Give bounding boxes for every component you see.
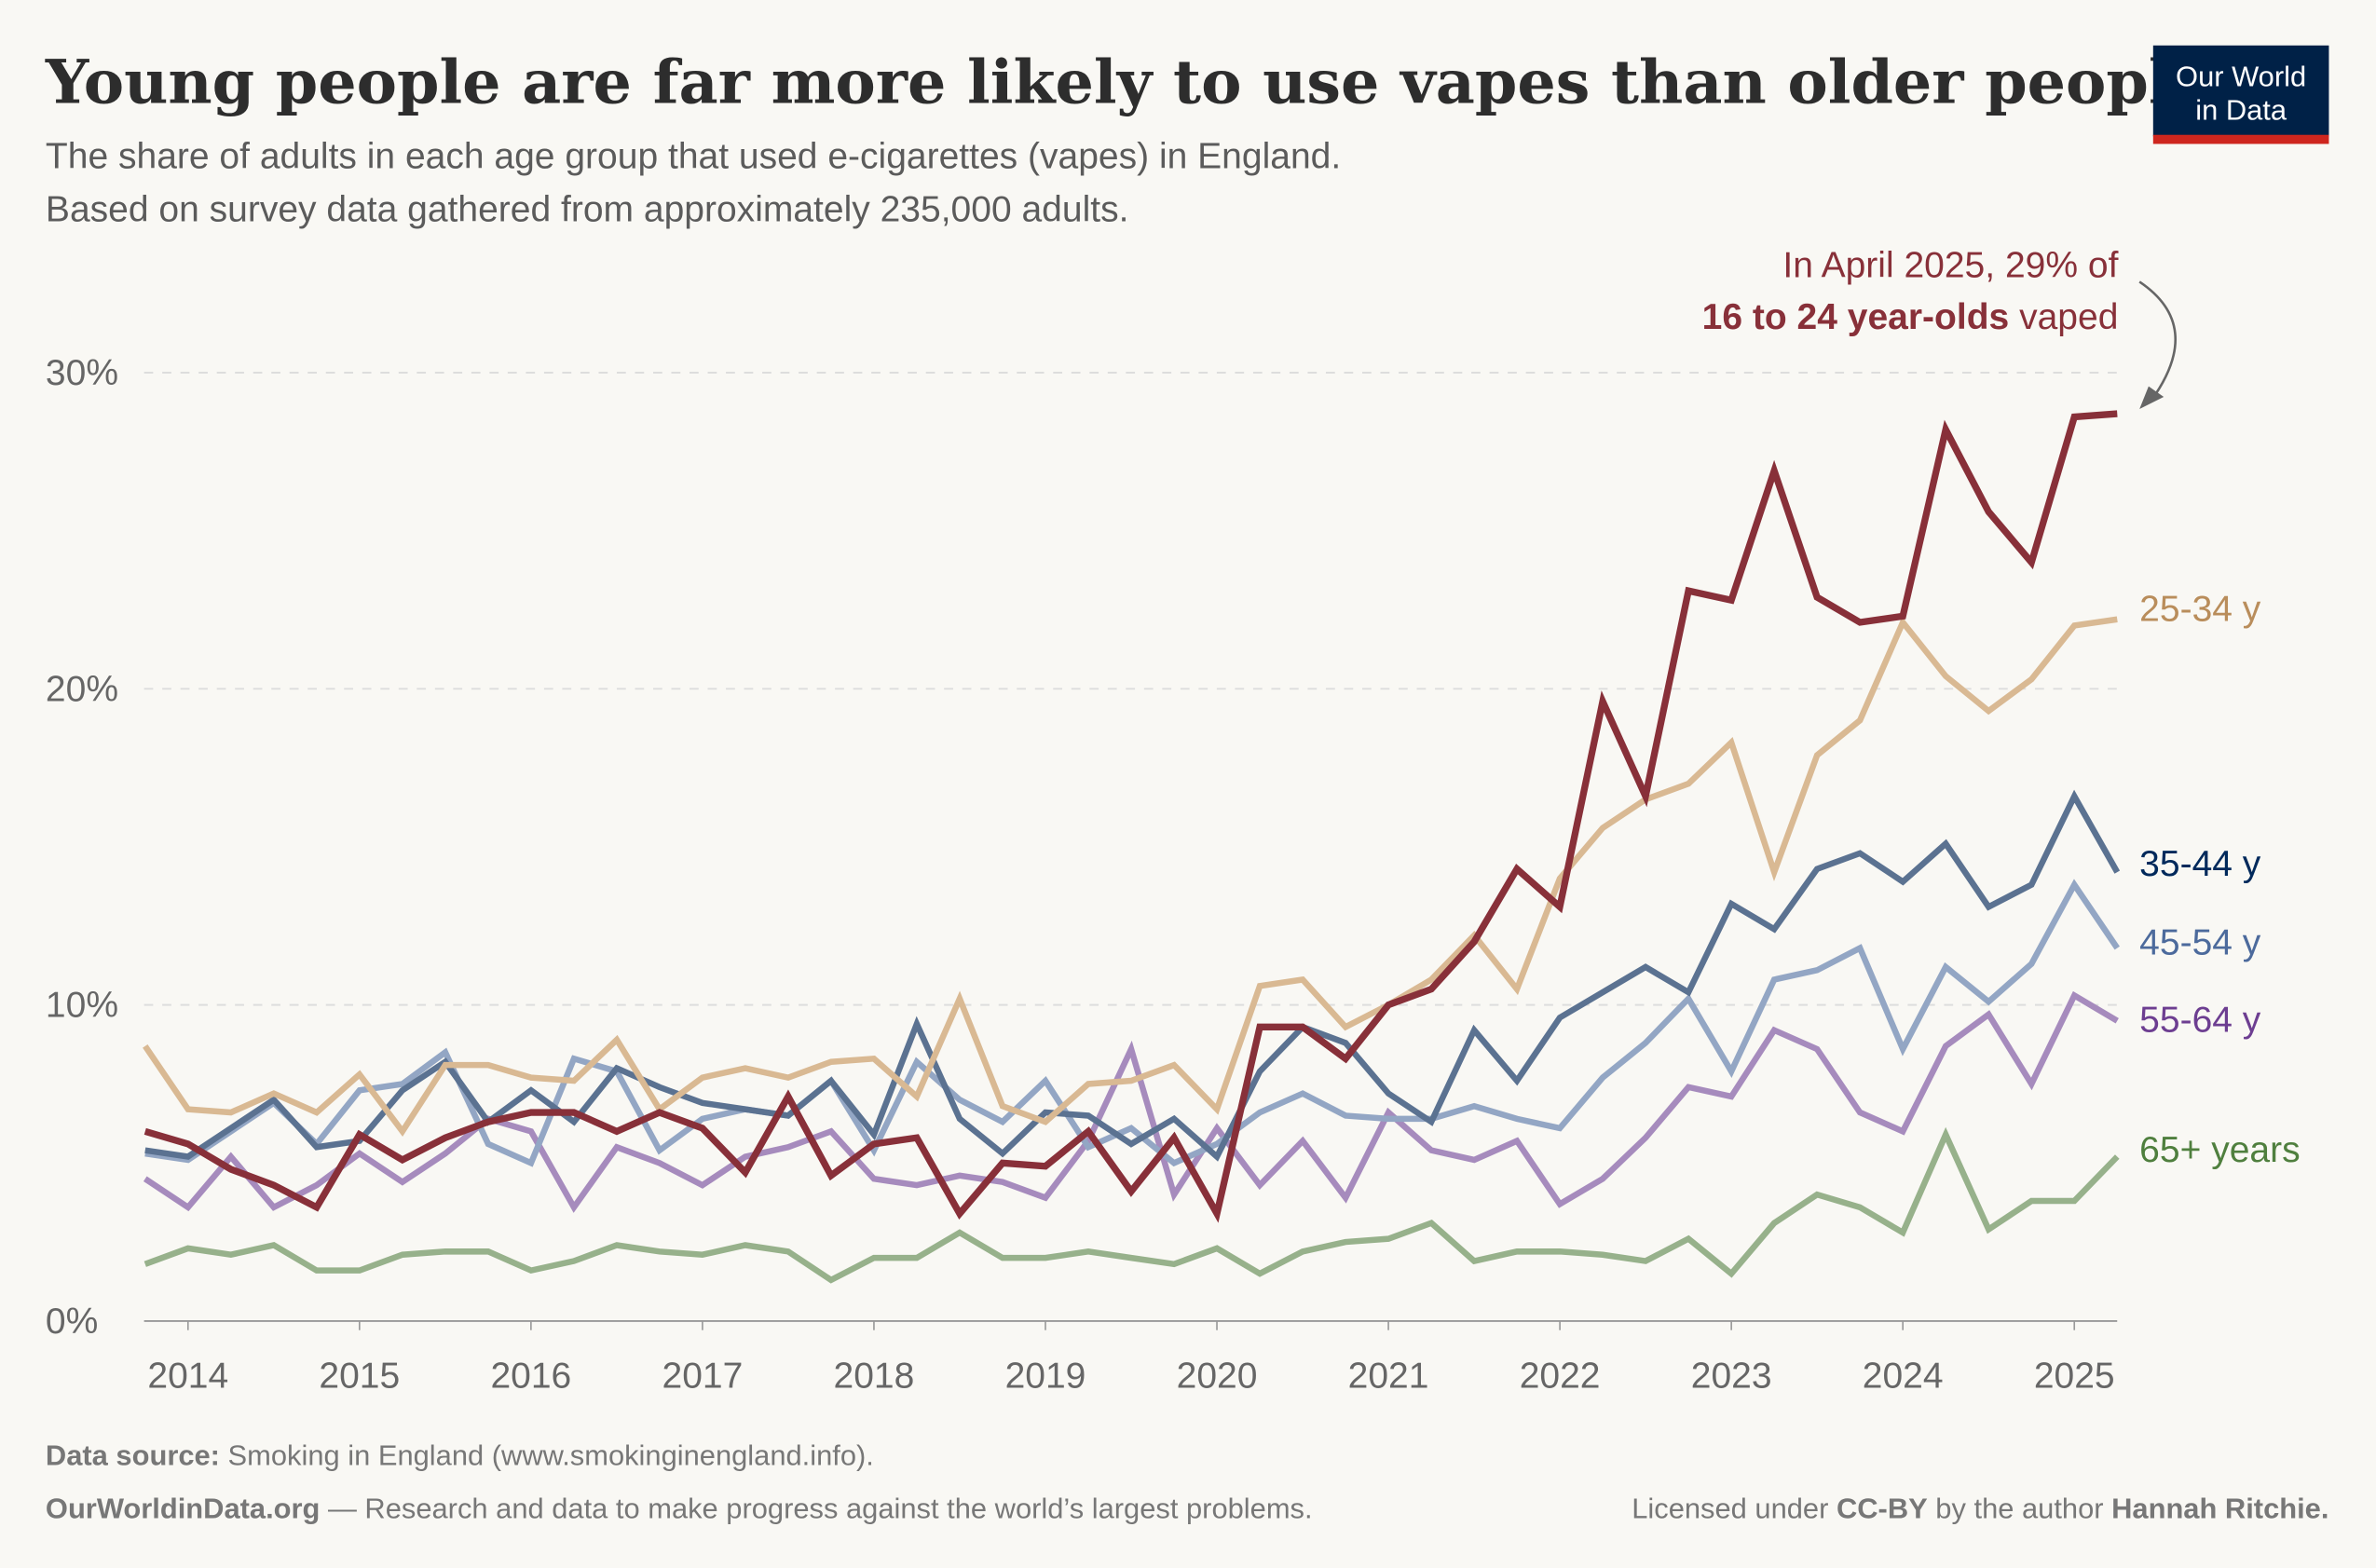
license-link[interactable]: CC-BY	[1837, 1492, 1928, 1524]
author: Hannah Ritchie.	[2111, 1492, 2328, 1524]
license-pre: Licensed under	[1632, 1492, 1837, 1524]
annotation: In April 2025, 29% of 16 to 24 year-olds…	[1702, 246, 2178, 410]
series-label: 25-34 y	[2139, 590, 2261, 630]
owid-link[interactable]: OurWorldinData.org	[46, 1492, 320, 1524]
owid-logo[interactable]: Our World in Data	[2152, 45, 2329, 144]
series-line-16-to-24-year-olds	[143, 410, 2118, 1223]
x-tick-label: 2020	[1177, 1356, 1258, 1396]
series-label: 45-54 y	[2139, 922, 2261, 962]
chart-title: Young people are far more likely to use …	[45, 48, 2210, 118]
x-tick-label: 2024	[1863, 1356, 1944, 1396]
x-tick-label: 2021	[1348, 1356, 1429, 1396]
series-labels: 65+ years 55-64 y 45-54 y 35-44 y 25-34 y	[2139, 590, 2300, 1171]
logo-line1: Our World	[2176, 61, 2306, 93]
x-tick-label: 2019	[1005, 1356, 1086, 1396]
annotation-bold: 16 to 24 year-olds	[1702, 297, 2010, 337]
annotation-line2: 16 to 24 year-olds vaped	[1702, 297, 2119, 337]
license-mid: by the author	[1928, 1492, 2111, 1524]
y-tick-label: 10%	[46, 986, 118, 1026]
owid-text: — Research and data to make progress aga…	[320, 1492, 1312, 1524]
y-tick-label: 0%	[46, 1302, 98, 1342]
x-tick-label: 2023	[1691, 1356, 1772, 1396]
data-source: Data source: Smoking in England (www.smo…	[46, 1438, 874, 1471]
x-tick-label: 2014	[147, 1356, 228, 1396]
owid-tagline: OurWorldinData.org — Research and data t…	[46, 1492, 1313, 1524]
x-tick-label: 2018	[834, 1356, 915, 1396]
grid: 0% 10% 20% 30%	[46, 353, 2118, 1342]
series-line-45-54-y	[144, 879, 2120, 1167]
annotation-line1: In April 2025, 29% of	[1782, 246, 2118, 286]
x-axis: 2014 2015 2016 2017 2018 2019 2020 2021 2022 2023…	[143, 1319, 2118, 1396]
x-tick-label: 2015	[319, 1356, 400, 1396]
x-tick-label: 2022	[1520, 1356, 1601, 1396]
series-label: 55-64 y	[2139, 1000, 2261, 1040]
y-tick-label: 30%	[46, 353, 118, 393]
chart-subtitle-line2: Based on survey data gathered from appro…	[46, 189, 1129, 229]
annotation-rest: vaped	[2009, 297, 2118, 337]
logo-line2: in Data	[2195, 93, 2287, 126]
footer: Data source: Smoking in England (www.smo…	[46, 1438, 2329, 1524]
source-label: Data source:	[46, 1438, 220, 1471]
series-line-65-years	[143, 1126, 2120, 1284]
x-tick-label: 2016	[490, 1356, 571, 1396]
annotation-arrowhead	[2139, 386, 2164, 410]
x-tick-label: 2017	[662, 1356, 744, 1396]
annotation-arrow	[2138, 280, 2178, 402]
source-text[interactable]: Smoking in England (www.smokinginengland…	[220, 1438, 874, 1471]
series-lines	[143, 410, 2121, 1284]
x-tick-label: 2025	[2034, 1356, 2115, 1396]
license: Licensed under CC-BY by the author Hanna…	[1632, 1492, 2328, 1524]
series-line-35-44-y	[144, 789, 2121, 1162]
series-label: 65+ years	[2139, 1130, 2300, 1170]
y-tick-label: 20%	[46, 669, 118, 709]
series-line-25-34-y	[143, 616, 2118, 1138]
series-label: 35-44 y	[2139, 844, 2261, 884]
chart-subtitle-line1: The share of adults in each age group th…	[46, 136, 1341, 176]
